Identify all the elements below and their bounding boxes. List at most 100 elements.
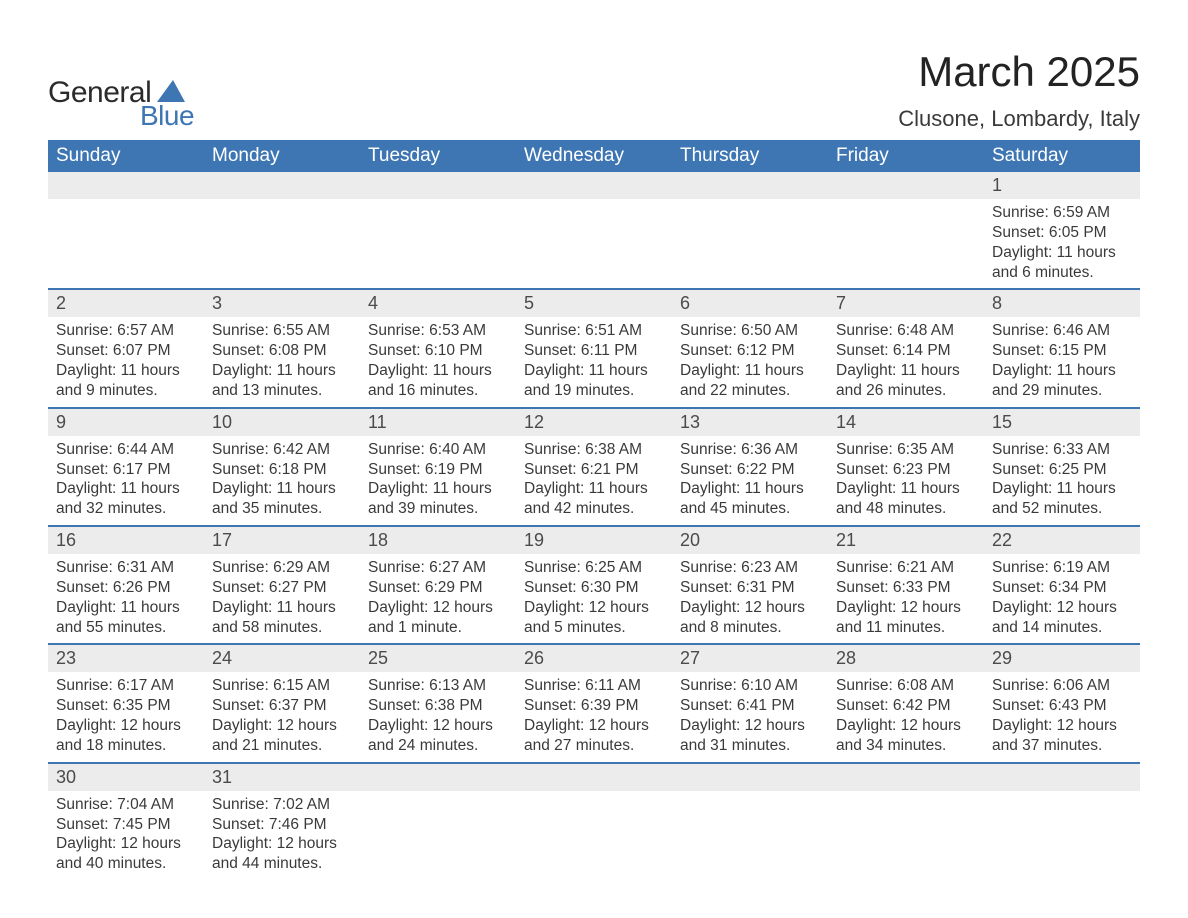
daylight-text: and 35 minutes.: [212, 499, 352, 519]
day-number-cell: 2: [48, 289, 204, 317]
day-detail-cell: Sunrise: 6:21 AMSunset: 6:33 PMDaylight:…: [828, 554, 984, 644]
sunset-text: Sunset: 6:42 PM: [836, 696, 976, 716]
day-detail-cell: Sunrise: 6:42 AMSunset: 6:18 PMDaylight:…: [204, 436, 360, 526]
day-detail-cell: Sunrise: 6:46 AMSunset: 6:15 PMDaylight:…: [984, 317, 1140, 407]
weekday-header: Thursday: [672, 140, 828, 172]
sunrise-text: Sunrise: 6:25 AM: [524, 558, 664, 578]
logo-text-general: General: [48, 76, 151, 110]
day-number-cell: [516, 763, 672, 791]
day-number-row: 9101112131415: [48, 408, 1140, 436]
sunrise-text: Sunrise: 6:46 AM: [992, 321, 1132, 341]
day-number-cell: 21: [828, 526, 984, 554]
day-number-cell: [516, 172, 672, 199]
day-number-cell: 15: [984, 408, 1140, 436]
sunrise-text: Sunrise: 6:50 AM: [680, 321, 820, 341]
day-detail-cell: [828, 199, 984, 289]
sunset-text: Sunset: 6:08 PM: [212, 341, 352, 361]
day-detail-row: Sunrise: 6:59 AMSunset: 6:05 PMDaylight:…: [48, 199, 1140, 289]
day-number-cell: 4: [360, 289, 516, 317]
sunset-text: Sunset: 6:14 PM: [836, 341, 976, 361]
daylight-text: and 13 minutes.: [212, 381, 352, 401]
sunrise-text: Sunrise: 6:19 AM: [992, 558, 1132, 578]
daylight-text: and 27 minutes.: [524, 736, 664, 756]
day-number-cell: 8: [984, 289, 1140, 317]
day-detail-cell: [516, 791, 672, 880]
sunset-text: Sunset: 6:25 PM: [992, 460, 1132, 480]
daylight-text: and 14 minutes.: [992, 618, 1132, 638]
day-detail-row: Sunrise: 6:57 AMSunset: 6:07 PMDaylight:…: [48, 317, 1140, 407]
daylight-text: and 22 minutes.: [680, 381, 820, 401]
daylight-text: Daylight: 11 hours: [992, 361, 1132, 381]
daylight-text: Daylight: 11 hours: [368, 479, 508, 499]
day-number-cell: 13: [672, 408, 828, 436]
weekday-header-row: Sunday Monday Tuesday Wednesday Thursday…: [48, 140, 1140, 172]
sunrise-text: Sunrise: 6:29 AM: [212, 558, 352, 578]
day-detail-cell: Sunrise: 6:06 AMSunset: 6:43 PMDaylight:…: [984, 672, 1140, 762]
day-detail-row: Sunrise: 7:04 AMSunset: 7:45 PMDaylight:…: [48, 791, 1140, 880]
day-number-cell: [984, 763, 1140, 791]
sunrise-text: Sunrise: 6:21 AM: [836, 558, 976, 578]
daylight-text: Daylight: 12 hours: [992, 716, 1132, 736]
sunset-text: Sunset: 7:45 PM: [56, 815, 196, 835]
daylight-text: Daylight: 12 hours: [212, 834, 352, 854]
day-number-cell: 22: [984, 526, 1140, 554]
day-detail-cell: Sunrise: 6:17 AMSunset: 6:35 PMDaylight:…: [48, 672, 204, 762]
day-number-cell: 14: [828, 408, 984, 436]
day-number-cell: 20: [672, 526, 828, 554]
daylight-text: Daylight: 11 hours: [680, 479, 820, 499]
day-detail-cell: [204, 199, 360, 289]
day-detail-row: Sunrise: 6:44 AMSunset: 6:17 PMDaylight:…: [48, 436, 1140, 526]
day-detail-cell: [48, 199, 204, 289]
daylight-text: and 48 minutes.: [836, 499, 976, 519]
day-number-cell: 17: [204, 526, 360, 554]
daylight-text: Daylight: 12 hours: [524, 716, 664, 736]
daylight-text: and 11 minutes.: [836, 618, 976, 638]
sunrise-text: Sunrise: 6:42 AM: [212, 440, 352, 460]
page-subtitle: Clusone, Lombardy, Italy: [898, 106, 1140, 132]
sunrise-text: Sunrise: 6:55 AM: [212, 321, 352, 341]
sunset-text: Sunset: 6:31 PM: [680, 578, 820, 598]
day-detail-cell: [672, 199, 828, 289]
daylight-text: and 39 minutes.: [368, 499, 508, 519]
day-detail-cell: Sunrise: 7:04 AMSunset: 7:45 PMDaylight:…: [48, 791, 204, 880]
day-number-row: 2345678: [48, 289, 1140, 317]
daylight-text: and 21 minutes.: [212, 736, 352, 756]
day-number-cell: 16: [48, 526, 204, 554]
sunset-text: Sunset: 6:07 PM: [56, 341, 196, 361]
day-detail-cell: Sunrise: 6:59 AMSunset: 6:05 PMDaylight:…: [984, 199, 1140, 289]
daylight-text: and 32 minutes.: [56, 499, 196, 519]
day-number-cell: 19: [516, 526, 672, 554]
day-detail-cell: Sunrise: 6:25 AMSunset: 6:30 PMDaylight:…: [516, 554, 672, 644]
day-number-cell: [360, 172, 516, 199]
day-number-cell: 6: [672, 289, 828, 317]
day-number-cell: 9: [48, 408, 204, 436]
day-detail-cell: Sunrise: 6:27 AMSunset: 6:29 PMDaylight:…: [360, 554, 516, 644]
day-number-cell: 1: [984, 172, 1140, 199]
day-number-cell: 24: [204, 644, 360, 672]
day-number-cell: [204, 172, 360, 199]
daylight-text: Daylight: 11 hours: [992, 479, 1132, 499]
sunset-text: Sunset: 6:38 PM: [368, 696, 508, 716]
daylight-text: and 1 minute.: [368, 618, 508, 638]
day-number-row: 23242526272829: [48, 644, 1140, 672]
daylight-text: and 18 minutes.: [56, 736, 196, 756]
day-number-cell: 28: [828, 644, 984, 672]
weekday-header: Tuesday: [360, 140, 516, 172]
weekday-header: Saturday: [984, 140, 1140, 172]
day-detail-cell: Sunrise: 6:50 AMSunset: 6:12 PMDaylight:…: [672, 317, 828, 407]
day-number-cell: [360, 763, 516, 791]
calendar-table: Sunday Monday Tuesday Wednesday Thursday…: [48, 140, 1140, 880]
sunrise-text: Sunrise: 6:13 AM: [368, 676, 508, 696]
daylight-text: and 42 minutes.: [524, 499, 664, 519]
daylight-text: Daylight: 11 hours: [836, 361, 976, 381]
daylight-text: and 45 minutes.: [680, 499, 820, 519]
day-detail-cell: Sunrise: 6:44 AMSunset: 6:17 PMDaylight:…: [48, 436, 204, 526]
page-title: March 2025: [898, 48, 1140, 96]
generalblue-logo: General Blue: [48, 48, 194, 132]
daylight-text: Daylight: 11 hours: [56, 361, 196, 381]
day-detail-cell: Sunrise: 6:33 AMSunset: 6:25 PMDaylight:…: [984, 436, 1140, 526]
day-detail-cell: Sunrise: 6:57 AMSunset: 6:07 PMDaylight:…: [48, 317, 204, 407]
day-number-cell: [828, 172, 984, 199]
daylight-text: and 58 minutes.: [212, 618, 352, 638]
sunrise-text: Sunrise: 6:44 AM: [56, 440, 196, 460]
